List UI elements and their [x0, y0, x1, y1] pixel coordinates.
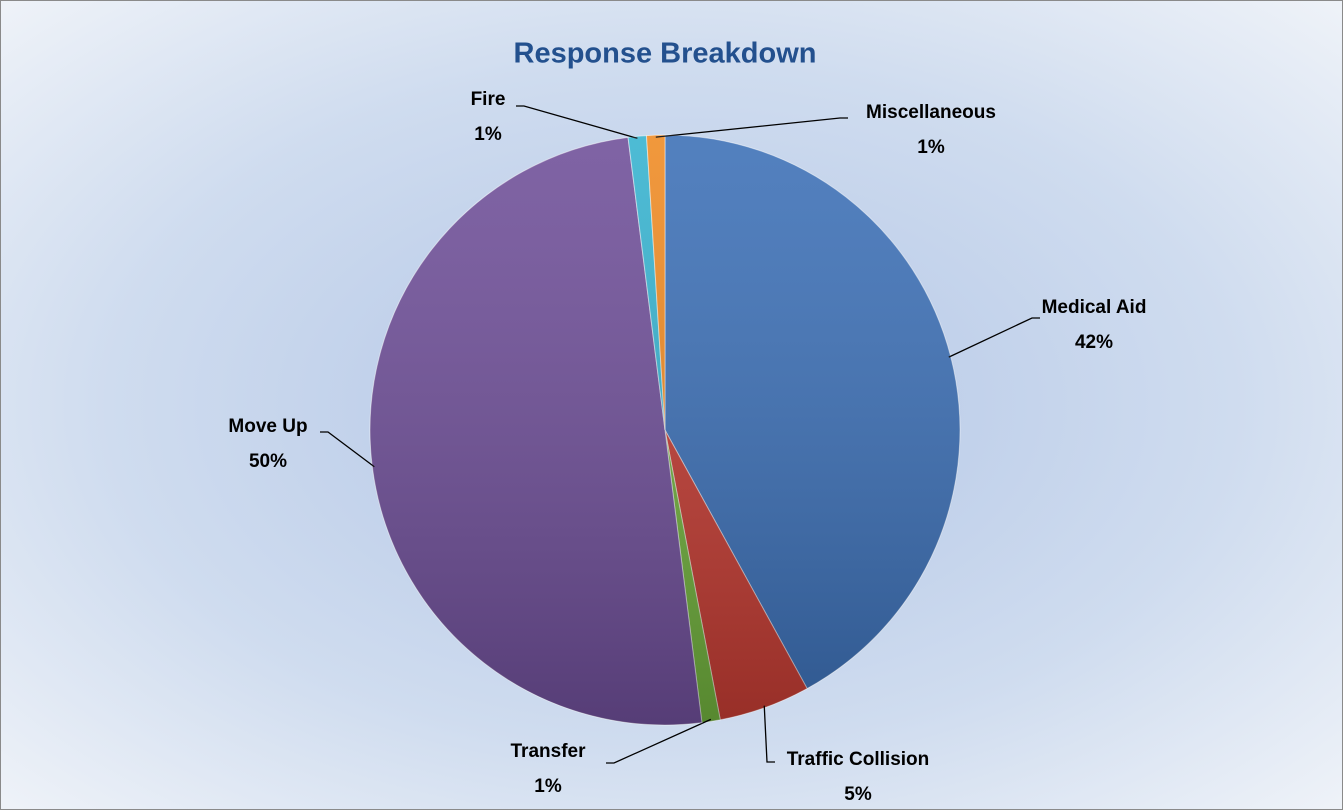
- slice-label: Medical Aid: [1042, 297, 1147, 318]
- leader-line: [655, 117, 848, 138]
- slice-label: Transfer: [511, 741, 587, 762]
- slice-value-label: 1%: [917, 137, 945, 158]
- slice-value-label: 5%: [844, 784, 872, 805]
- slice-label: Miscellaneous: [866, 102, 996, 123]
- slice-label: Fire: [471, 89, 506, 110]
- slice-value-label: 50%: [249, 451, 287, 472]
- slice-value-label: 1%: [534, 776, 562, 797]
- slice-value-label: 42%: [1075, 332, 1113, 353]
- leader-line: [948, 317, 1040, 358]
- slice-label: Traffic Collision: [787, 749, 930, 770]
- slice-value-label: 1%: [474, 124, 502, 145]
- leader-line: [516, 105, 638, 139]
- leader-line: [606, 718, 712, 764]
- slice-label: Move Up: [228, 416, 307, 437]
- leader-line: [320, 431, 375, 468]
- chart-title: Response Breakdown: [514, 38, 817, 70]
